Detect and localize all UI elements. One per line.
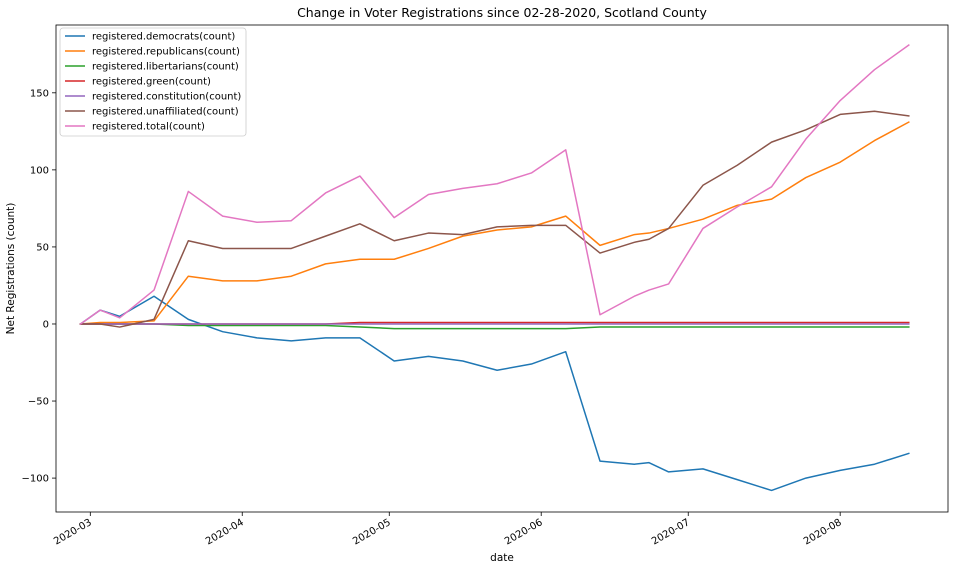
y-axis-label: Net Registrations (count) [5, 203, 17, 335]
x-tick-label: 2020-07 [650, 517, 692, 547]
series-layer [79, 43, 910, 492]
legend: registered.democrats(count) registered.re… [59, 27, 247, 137]
legend-label: registered.republicans(count) [92, 47, 240, 58]
legend-label: registered.constitution(count) [92, 92, 241, 103]
y-tick-label: −50 [28, 397, 49, 408]
x-axis: 2020-03 2020-04 2020-05 2020-06 2020-07 2020-… [52, 512, 844, 547]
y-tick-label: 100 [30, 165, 49, 176]
y-tick-label: −100 [22, 474, 49, 485]
legend-label: registered.libertarians(count) [92, 62, 239, 73]
chart-title: Change in Voter Registrations since 02-2… [297, 5, 707, 20]
series-line-5 [79, 110, 910, 328]
x-tick-label: 2020-03 [52, 517, 94, 547]
y-tick-label: 0 [43, 319, 49, 330]
x-tick-label: 2020-06 [503, 517, 545, 547]
legend-label: registered.democrats(count) [92, 32, 235, 43]
plot-frame [55, 24, 949, 513]
y-axis: −100 −50 0 50 100 150 [22, 88, 56, 485]
legend-label: registered.unaffiliated(count) [92, 107, 239, 118]
y-tick-label: 150 [30, 88, 49, 99]
x-axis-label: date [490, 552, 514, 564]
series-line-1 [79, 121, 910, 325]
legend-label: registered.total(count) [92, 122, 205, 133]
y-tick-label: 50 [36, 242, 49, 253]
x-tick-label: 2020-05 [351, 517, 393, 547]
x-tick-label: 2020-04 [204, 517, 246, 547]
legend-box [59, 27, 247, 137]
series-line-2 [79, 323, 910, 330]
legend-label: registered.green(count) [92, 77, 211, 88]
x-tick-label: 2020-08 [802, 517, 844, 547]
series-line-6 [79, 43, 910, 326]
